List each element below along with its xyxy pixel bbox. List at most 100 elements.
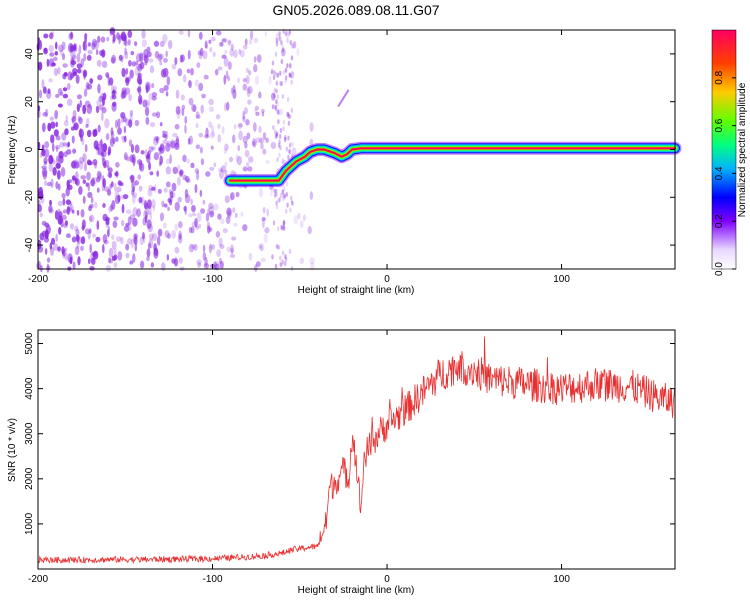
noise-blob (261, 218, 265, 229)
colorbar-tick-label: 0.8 (714, 70, 725, 84)
noise-blob (278, 196, 282, 202)
noise-blob (197, 262, 202, 268)
noise-blob (178, 170, 183, 177)
noise-blob (109, 31, 113, 37)
spectrogram-x-tick-label: 0 (384, 274, 390, 285)
noise-blob (50, 156, 54, 163)
noise-blob (63, 151, 68, 158)
noise-blob (89, 203, 94, 209)
noise-blob (60, 218, 64, 228)
noise-blob (102, 92, 107, 101)
noise-blob (213, 261, 217, 270)
noise-blob (165, 181, 171, 188)
noise-blob (84, 144, 88, 153)
noise-blob (280, 81, 284, 87)
noise-blob (204, 40, 208, 49)
noise-blob (228, 156, 234, 163)
noise-blob (274, 51, 278, 57)
noise-blob (55, 121, 58, 128)
noise-blob (61, 192, 66, 199)
noise-blob (39, 152, 43, 158)
noise-blob (86, 171, 91, 181)
noise-blob (39, 39, 42, 50)
noise-blob (198, 55, 202, 60)
noise-blob (202, 199, 206, 205)
noise-blob (80, 175, 87, 180)
noise-blob (66, 142, 70, 149)
noise-blob (292, 41, 297, 49)
noise-blob (76, 53, 81, 63)
noise-blob (235, 191, 240, 198)
noise-blob (195, 225, 200, 230)
noise-blob (284, 137, 287, 143)
noise-blob (282, 70, 286, 75)
noise-blob (186, 158, 190, 164)
noise-blob (230, 244, 234, 255)
noise-blob (37, 61, 43, 71)
noise-blob (49, 242, 53, 250)
noise-blob (220, 218, 225, 225)
noise-blob (39, 212, 43, 218)
snr-frame (37, 329, 676, 570)
noise-blob (55, 162, 61, 169)
noise-blob (46, 257, 51, 263)
noise-blob (190, 226, 195, 234)
noise-blob (144, 148, 148, 158)
noise-blob (80, 58, 85, 68)
noise-blob (145, 85, 149, 94)
noise-blob (78, 160, 84, 170)
noise-blob (188, 213, 193, 218)
noise-blob (309, 122, 314, 132)
noise-blob (76, 63, 83, 69)
noise-blob (113, 216, 119, 221)
noise-blob (72, 148, 77, 154)
noise-blob (282, 119, 286, 125)
noise-blob (180, 94, 185, 101)
noise-blob (255, 261, 261, 267)
noise-blob (82, 153, 87, 163)
noise-blob (179, 54, 184, 63)
noise-blob (99, 49, 105, 57)
noise-blob (115, 161, 120, 168)
noise-blob (109, 258, 114, 264)
noise-blob (41, 149, 46, 157)
noise-blob (159, 40, 165, 48)
noise-blob (76, 239, 80, 250)
noise-blob (157, 188, 162, 194)
noise-blob (83, 70, 86, 80)
noise-blob (128, 59, 132, 67)
noise-blob (276, 226, 280, 232)
noise-blob (262, 132, 267, 140)
noise-blob (162, 133, 168, 138)
noise-blob (236, 155, 242, 166)
noise-blob (200, 208, 206, 214)
noise-blob (174, 223, 178, 231)
noise-blob (95, 144, 101, 150)
noise-blob (92, 233, 96, 238)
noise-blob (281, 48, 286, 57)
noise-blob (233, 123, 237, 130)
snr-y-label: SNR (10 * v/v) (7, 418, 18, 482)
noise-blob (52, 166, 57, 176)
noise-blob (200, 104, 204, 114)
noise-blob (111, 255, 117, 262)
noise-blob (291, 200, 294, 206)
noise-blob (165, 142, 171, 152)
noise-blob (273, 188, 278, 193)
noise-blob (190, 198, 193, 205)
noise-blob (71, 115, 77, 123)
spectrogram-y-label: Frequency (Hz) (7, 116, 18, 185)
noise-blob (208, 205, 215, 216)
noise-blob (78, 156, 85, 164)
noise-blob (284, 67, 288, 73)
noise-blob (54, 51, 59, 56)
noise-blob (227, 40, 232, 47)
noise-blob (167, 40, 173, 50)
noise-blob (68, 42, 74, 53)
noise-blob (223, 57, 229, 67)
noise-blob (89, 179, 95, 187)
noise-blob (107, 165, 110, 171)
noise-blob (274, 134, 278, 140)
noise-blob (91, 42, 96, 51)
